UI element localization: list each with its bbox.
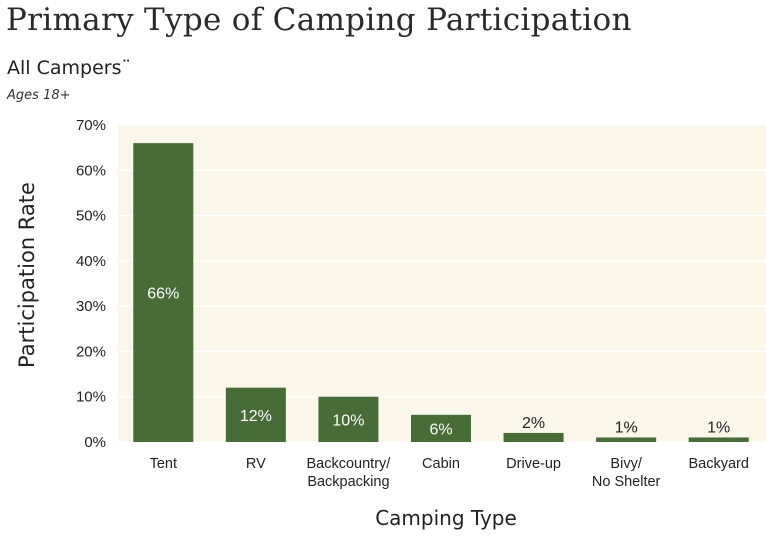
y-tick-label: 10% <box>76 389 106 406</box>
data-label: 66% <box>147 286 179 303</box>
gridlines <box>118 124 766 443</box>
chart-subtitle: All Campers¨ <box>7 57 131 79</box>
data-labels: 66% 12% 10% 6% 2% 1% 1% <box>147 286 730 439</box>
y-tick-label: 40% <box>76 253 106 270</box>
y-tick-label: 50% <box>76 208 106 225</box>
data-label: 6% <box>429 421 452 438</box>
bar <box>225 387 286 442</box>
x-tick-label: RV <box>246 456 266 472</box>
bar <box>503 432 564 442</box>
x-tick-label: Bivy/No Shelter <box>592 456 661 490</box>
bar <box>596 437 657 442</box>
x-tick-label: Backcountry/Backpacking <box>307 456 392 490</box>
bars <box>133 143 749 442</box>
bar <box>318 396 379 442</box>
data-label: 1% <box>615 419 638 436</box>
y-tick-labels: 0% 10% 20% 30% 40% 50% 60% 70% <box>76 117 106 451</box>
bar <box>688 437 749 442</box>
chart-title: Primary Type of Camping Participation <box>6 2 632 38</box>
x-tick-label: Backyard <box>688 456 748 472</box>
x-tick-label: Cabin <box>422 456 460 472</box>
x-axis-label: Camping Type <box>375 506 517 530</box>
bar <box>411 414 471 442</box>
y-tick-label: 0% <box>84 434 106 451</box>
plot-background <box>118 125 766 442</box>
data-label: 10% <box>332 412 364 429</box>
chart-note: Ages 18+ <box>7 88 71 103</box>
y-tick-label: 70% <box>76 117 106 134</box>
y-tick-label: 60% <box>76 162 106 179</box>
y-tick-label: 30% <box>76 298 106 315</box>
y-tick-label: 20% <box>76 343 106 360</box>
y-axis-label: Participation Rate <box>15 182 39 368</box>
data-label: 12% <box>240 408 272 425</box>
x-tick-label: Tent <box>150 456 177 472</box>
bar <box>133 143 194 442</box>
data-label: 2% <box>522 415 545 432</box>
x-tick-label: Drive-up <box>506 456 561 472</box>
data-label: 1% <box>707 419 730 436</box>
x-tick-labels: Tent RV Backcountry/Backpacking Cabin Drive-… <box>150 456 749 490</box>
